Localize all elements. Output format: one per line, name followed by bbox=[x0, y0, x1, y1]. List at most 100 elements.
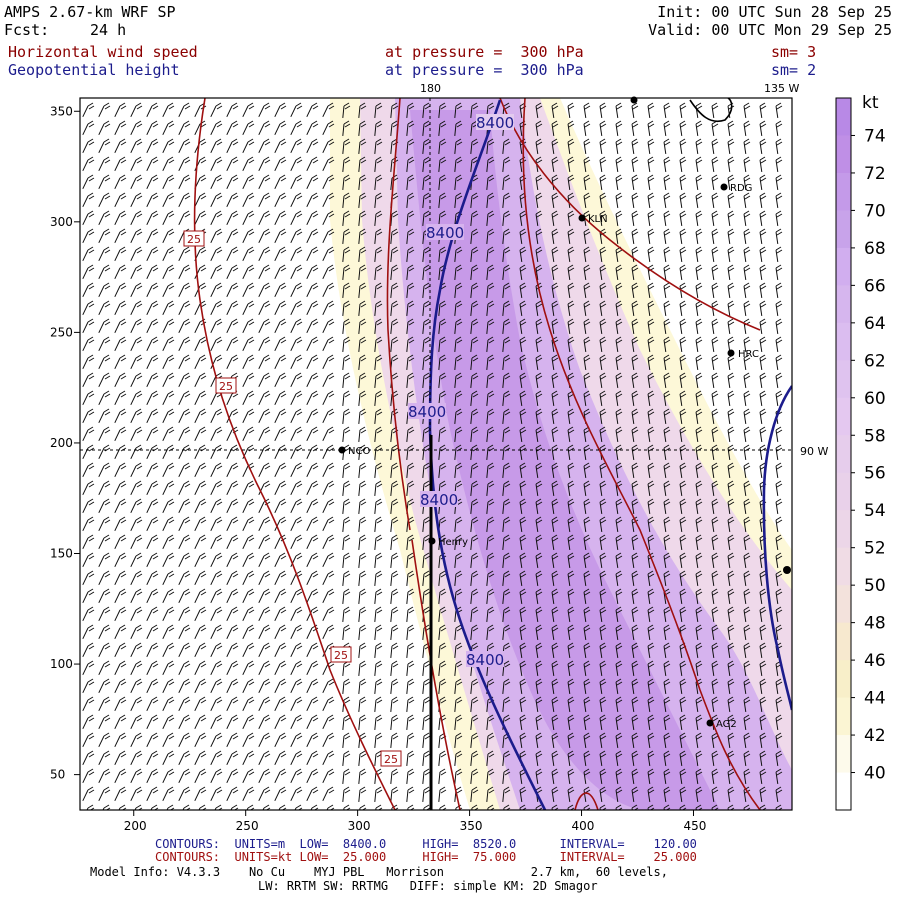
wind-barb bbox=[290, 210, 303, 226]
coastline bbox=[689, 98, 733, 122]
wind-barb bbox=[194, 390, 207, 406]
wind-barb bbox=[226, 588, 239, 604]
wind-barb bbox=[290, 480, 303, 496]
wind-barb bbox=[422, 246, 431, 262]
wind-barb bbox=[727, 138, 735, 154]
wind-barb bbox=[759, 786, 767, 802]
wind-barb bbox=[711, 606, 719, 622]
wind-barb bbox=[631, 192, 639, 208]
wind-barb bbox=[679, 552, 687, 568]
wind-barb bbox=[98, 120, 111, 136]
wind-barb bbox=[98, 498, 111, 514]
wind-barb bbox=[342, 336, 351, 352]
wind-barb bbox=[759, 732, 767, 748]
wind-barb bbox=[162, 498, 175, 514]
wind-barb bbox=[130, 264, 143, 280]
wind-barb bbox=[695, 390, 703, 406]
wind-barb bbox=[470, 624, 479, 640]
wind-barb bbox=[422, 786, 431, 802]
wind-barb bbox=[775, 318, 783, 334]
wind-barb bbox=[551, 642, 559, 658]
wind-barb bbox=[631, 228, 639, 244]
wind-barb bbox=[599, 156, 607, 172]
wind-barb bbox=[146, 552, 159, 568]
wind-barb bbox=[322, 552, 335, 568]
wind-barb bbox=[502, 678, 511, 694]
wind-barb bbox=[663, 426, 671, 442]
wind-barb bbox=[583, 318, 591, 334]
wind-barb bbox=[743, 534, 751, 550]
y-tick-label: 150 bbox=[50, 547, 73, 561]
wind-barb bbox=[711, 426, 719, 442]
colorbar-swatch bbox=[836, 735, 851, 774]
wind-barb bbox=[146, 624, 159, 640]
wind-barb bbox=[162, 462, 175, 478]
wind-barb bbox=[454, 192, 463, 208]
wind-barb bbox=[583, 138, 591, 154]
wind-barb bbox=[98, 786, 111, 802]
wind-barb bbox=[146, 246, 159, 262]
wind-barb bbox=[130, 624, 143, 640]
colorbar-swatch bbox=[836, 585, 851, 624]
wind-barb bbox=[535, 660, 543, 676]
wind-barb bbox=[470, 210, 479, 226]
wind-barb bbox=[711, 390, 719, 406]
wind-barb bbox=[695, 282, 703, 298]
wind-barb bbox=[194, 498, 207, 514]
colorbar-tick-label: 48 bbox=[864, 614, 886, 634]
wind-barb bbox=[242, 516, 255, 532]
wind-barb bbox=[242, 660, 255, 676]
wind-barb bbox=[242, 264, 255, 280]
wind-barb bbox=[615, 102, 623, 118]
speed-label: 25 bbox=[334, 649, 348, 662]
wind-barb bbox=[663, 282, 671, 298]
wind-barb bbox=[226, 174, 239, 190]
wind-barb bbox=[322, 534, 335, 550]
y-tick-label: 50 bbox=[50, 768, 65, 782]
wind-barb bbox=[711, 210, 719, 226]
c1-label: CONTOURS: bbox=[155, 837, 221, 851]
wind-barb bbox=[631, 480, 639, 496]
wind-barb bbox=[647, 696, 655, 712]
wind-barb bbox=[258, 624, 271, 640]
wind-barb bbox=[306, 516, 319, 532]
wind-barb bbox=[615, 786, 623, 802]
wind-barb bbox=[486, 624, 495, 640]
wind-barb bbox=[615, 192, 623, 208]
wind-barb bbox=[502, 354, 511, 370]
wind-barb bbox=[711, 678, 719, 694]
wind-barb bbox=[342, 264, 351, 280]
wind-barb bbox=[82, 336, 95, 352]
wind-barb bbox=[322, 462, 335, 478]
wind-barb bbox=[743, 714, 751, 730]
wind-barb bbox=[274, 498, 287, 514]
wind-barb bbox=[535, 552, 543, 568]
wind-barb bbox=[98, 318, 111, 334]
wind-barb bbox=[502, 264, 511, 280]
station-label-ag2: AG2 bbox=[716, 719, 737, 730]
wind-barb bbox=[242, 624, 255, 640]
wind-barb bbox=[743, 372, 751, 388]
colorbar-swatch bbox=[836, 510, 851, 549]
wind-barb bbox=[775, 498, 783, 514]
wind-barb bbox=[567, 570, 575, 586]
wind-barb bbox=[406, 606, 415, 622]
wind-barb bbox=[679, 516, 687, 532]
wind-barb bbox=[727, 516, 735, 532]
wind-barb bbox=[567, 102, 575, 118]
wind-barb bbox=[146, 228, 159, 244]
wind-barb bbox=[775, 138, 783, 154]
wind-barb bbox=[454, 318, 463, 334]
wind-barb bbox=[615, 174, 623, 190]
wind-barb bbox=[454, 300, 463, 316]
wind-barb bbox=[454, 462, 463, 478]
wind-barb bbox=[226, 282, 239, 298]
wind-barb bbox=[647, 120, 655, 136]
wind-barb bbox=[390, 534, 399, 550]
wind-barb bbox=[358, 246, 367, 262]
wind-barb bbox=[242, 336, 255, 352]
wind-barb bbox=[727, 678, 735, 694]
wind-barb bbox=[438, 210, 447, 226]
wind-barb bbox=[146, 426, 159, 442]
wind-barb bbox=[342, 246, 351, 262]
